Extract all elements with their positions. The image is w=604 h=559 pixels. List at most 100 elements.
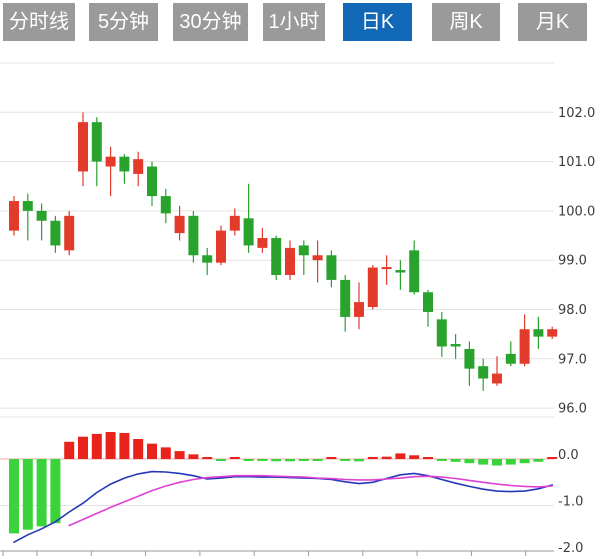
macd-bar — [188, 454, 199, 459]
dif-line-path — [13, 470, 554, 544]
candle-body — [271, 238, 282, 275]
candle-body — [436, 319, 447, 347]
macd-bar — [133, 439, 144, 459]
candle-body — [229, 215, 240, 231]
tab-weekly-k[interactable]: 周K — [432, 3, 500, 41]
macd-bar — [147, 443, 157, 459]
dif-line — [13, 470, 554, 544]
macd-bar — [409, 455, 420, 459]
candle-body — [64, 215, 75, 251]
kline-chart[interactable]: 102.0 101.0 100.0 99.0 98.0 97.0 96.0 0.0 -1.0 -… — [0, 45, 604, 559]
price-axis-label: 102.0 — [558, 106, 595, 121]
candle-body — [423, 292, 433, 312]
macd-bar — [78, 436, 88, 459]
candle-body — [257, 238, 268, 248]
candle-body — [50, 220, 61, 246]
candle-body — [174, 215, 185, 234]
macd-bar — [395, 453, 406, 459]
candle-body — [478, 366, 489, 379]
macd-bar — [202, 457, 213, 459]
dea-line — [68, 474, 554, 527]
macd-bar — [326, 457, 337, 459]
candle-body — [216, 230, 226, 263]
tab-timeshare[interactable]: 分时线 — [3, 3, 75, 41]
candle-body — [450, 344, 461, 347]
candle-body — [533, 329, 544, 337]
macd-bar — [478, 459, 489, 465]
candle-body — [354, 302, 364, 317]
macd-bar — [547, 457, 558, 459]
candle-body — [105, 156, 116, 167]
macd-bar — [505, 459, 516, 465]
price-axis-label: 98.0 — [558, 303, 587, 318]
macd-axis-label: 0.0 — [558, 448, 579, 463]
macd-bar — [36, 459, 47, 527]
candle-body — [91, 122, 102, 162]
tab-daily-k[interactable]: 日K — [343, 3, 412, 41]
macd-bar — [64, 441, 75, 459]
macd-bar — [519, 459, 530, 464]
candle-body — [381, 267, 392, 270]
macd-axis-label: -1.0 — [558, 495, 583, 510]
candle-body — [188, 215, 199, 256]
macd-bar — [464, 459, 475, 464]
macd-bar — [119, 432, 130, 459]
candle-body — [243, 218, 254, 246]
macd-bar — [174, 451, 185, 459]
macd-bar — [9, 459, 19, 534]
macd-axis-labels: 0.0 -1.0 -2.0 — [558, 448, 583, 556]
candle-body — [340, 279, 351, 317]
tab-5min[interactable]: 5分钟 — [89, 3, 158, 41]
candle-body — [119, 156, 130, 172]
price-axis-label: 101.0 — [558, 155, 595, 170]
timeframe-toolbar: 分时线 5分钟 30分钟 1小时 日K 周K 月K — [0, 3, 587, 41]
price-axis-label: 100.0 — [558, 204, 595, 219]
macd-bar — [257, 459, 268, 461]
macd-bar — [285, 459, 295, 462]
candle-body — [312, 255, 323, 261]
macd-bar — [216, 459, 226, 461]
macd-bar — [436, 459, 447, 461]
candle-body — [9, 201, 19, 231]
candle-body — [78, 122, 88, 172]
macd-axis-label: -2.0 — [558, 541, 583, 556]
candle-body — [464, 348, 475, 369]
macd-bar — [340, 459, 351, 461]
candle-body — [202, 255, 213, 263]
macd-bar — [298, 459, 309, 461]
macd-bar — [367, 457, 378, 459]
candle-body — [519, 329, 530, 364]
macd-histogram — [9, 432, 558, 534]
macd-bar — [243, 459, 254, 461]
candle-body — [326, 255, 337, 280]
chart-pan-surface[interactable] — [0, 45, 554, 551]
candle-body — [547, 329, 558, 337]
macd-bar — [381, 456, 392, 459]
macd-bar — [271, 459, 282, 462]
macd-bar — [50, 459, 61, 524]
candle-body — [492, 373, 502, 384]
dea-line-path — [68, 474, 554, 527]
tab-30min[interactable]: 30分钟 — [173, 3, 248, 41]
candle-body — [22, 201, 33, 211]
macd-bar — [312, 459, 323, 461]
tab-1hour[interactable]: 1小时 — [263, 3, 325, 41]
candle-body — [298, 245, 309, 256]
price-axis-label: 97.0 — [558, 352, 587, 367]
macd-bar — [533, 459, 544, 462]
macd-bar — [492, 459, 502, 466]
macd-bar — [160, 447, 171, 459]
macd-bar — [22, 459, 33, 530]
tab-monthly-k[interactable]: 月K — [518, 3, 587, 41]
candlestick-series — [9, 112, 558, 391]
candle-body — [367, 267, 378, 308]
candle-body — [147, 166, 157, 197]
candle-body — [285, 247, 295, 275]
macd-bar — [229, 457, 240, 459]
price-axis-label: 99.0 — [558, 254, 587, 269]
candle-body — [409, 250, 420, 293]
candle-body — [36, 210, 47, 221]
price-axis-labels: 102.0 101.0 100.0 99.0 98.0 97.0 96.0 — [558, 106, 595, 417]
macd-bar — [105, 432, 116, 459]
x-axis — [0, 550, 554, 556]
